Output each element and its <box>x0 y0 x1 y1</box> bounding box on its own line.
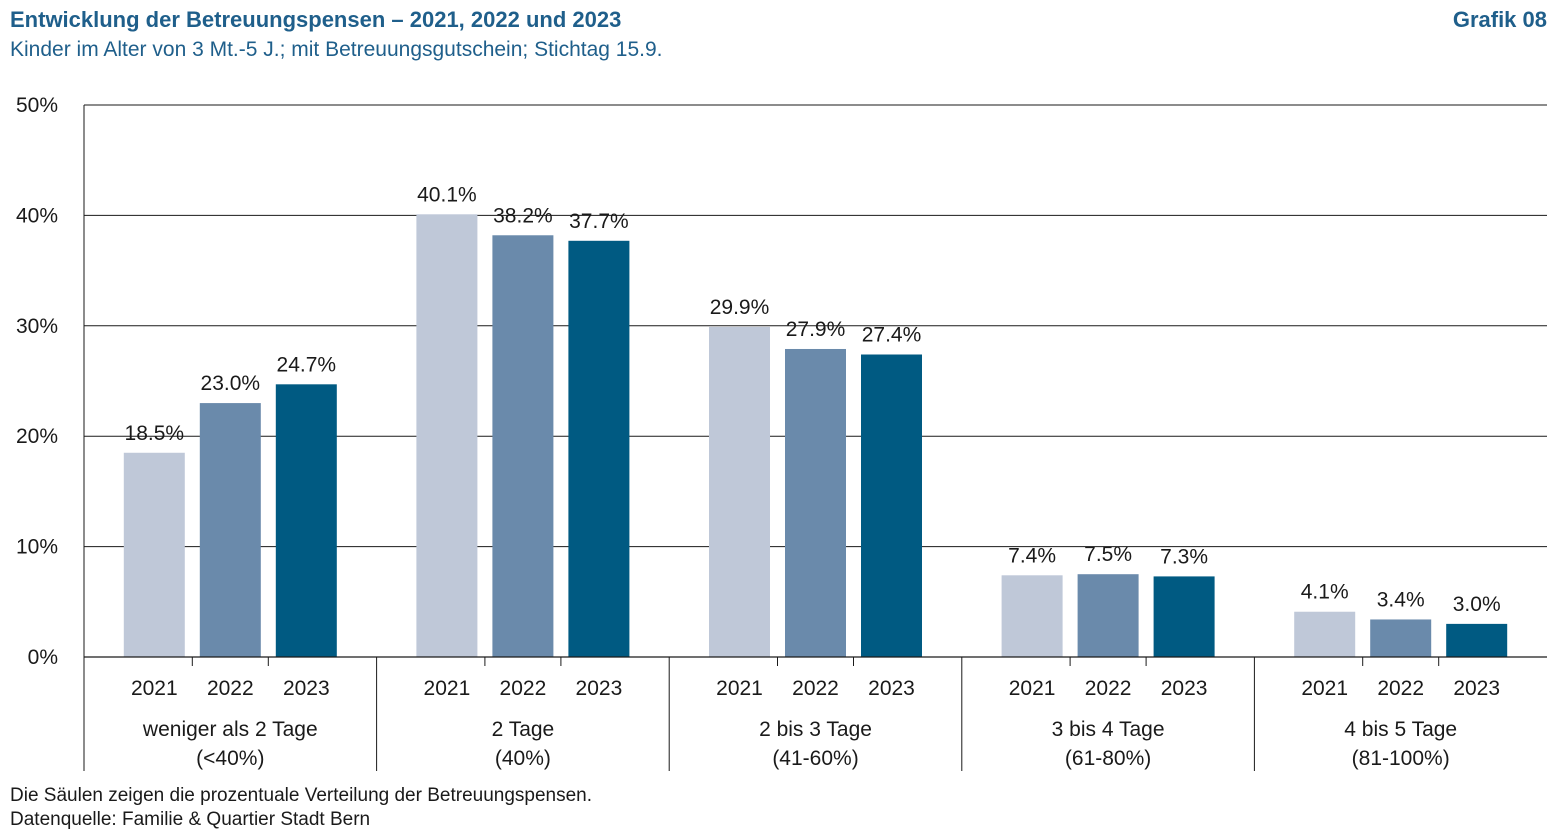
x-year-label: 2023 <box>1453 677 1500 700</box>
data-label: 7.3% <box>1160 545 1208 568</box>
x-category-sublabel: (81-100%) <box>1352 747 1450 770</box>
bar <box>1153 576 1215 657</box>
bar <box>1001 575 1063 657</box>
bar <box>1370 619 1432 657</box>
x-category-label: 3 bis 4 Tage <box>1052 718 1165 741</box>
data-label: 4.1% <box>1301 581 1349 604</box>
y-tick-label: 10% <box>16 536 58 559</box>
bar <box>1294 611 1356 657</box>
x-year-label: 2022 <box>792 677 839 700</box>
x-category-sublabel: (41-60%) <box>772 747 858 770</box>
x-year-label: 2021 <box>1301 677 1348 700</box>
x-year-label: 2023 <box>868 677 915 700</box>
data-label: 27.4% <box>862 324 922 347</box>
x-category-sublabel: (40%) <box>495 747 551 770</box>
x-category-label: 2 Tage <box>492 718 555 741</box>
bar <box>785 348 846 657</box>
bar <box>1077 574 1139 657</box>
data-label: 7.4% <box>1008 544 1056 567</box>
y-tick-label: 0% <box>28 646 58 669</box>
chart-subtitle: Kinder im Alter von 3 Mt.-5 J.; mit Betr… <box>10 38 663 61</box>
y-tick-label: 40% <box>16 204 58 227</box>
x-year-label: 2022 <box>1377 677 1424 700</box>
x-category-label: 4 bis 5 Tage <box>1344 718 1457 741</box>
bar <box>709 326 770 657</box>
x-year-label: 2021 <box>424 677 471 700</box>
x-category-label: weniger als 2 Tage <box>142 718 318 741</box>
data-label: 23.0% <box>201 372 261 395</box>
data-label: 3.4% <box>1377 588 1425 611</box>
x-year-label: 2021 <box>131 677 178 700</box>
data-label: 40.1% <box>417 183 477 206</box>
x-year-label: 2022 <box>500 677 547 700</box>
x-category-label: 2 bis 3 Tage <box>759 718 872 741</box>
y-tick-label: 30% <box>16 315 58 338</box>
data-label: 29.9% <box>710 296 770 319</box>
chart-title: Entwicklung der Betreuungspensen – 2021,… <box>10 7 622 32</box>
x-year-label: 2023 <box>1161 677 1208 700</box>
data-label: 24.7% <box>277 353 337 376</box>
chart-note: Die Säulen zeigen die prozentuale Vertei… <box>10 785 593 806</box>
x-year-label: 2023 <box>576 677 623 700</box>
x-year-label: 2022 <box>207 677 254 700</box>
x-year-label: 2021 <box>1009 677 1056 700</box>
bar <box>275 384 337 657</box>
bar <box>568 240 630 658</box>
bar <box>123 452 185 657</box>
bar <box>199 403 261 657</box>
x-category-sublabel: (61-80%) <box>1065 747 1151 770</box>
bar <box>492 235 554 657</box>
y-tick-label: 50% <box>16 94 58 117</box>
data-label: 18.5% <box>125 422 185 445</box>
data-label: 37.7% <box>569 210 629 233</box>
x-year-label: 2021 <box>716 677 763 700</box>
x-year-label: 2023 <box>283 677 330 700</box>
x-category-sublabel: (<40%) <box>196 747 264 770</box>
data-label: 3.0% <box>1453 593 1501 616</box>
y-tick-label: 20% <box>16 425 58 448</box>
data-label: 7.5% <box>1084 543 1132 566</box>
data-label: 38.2% <box>493 204 553 227</box>
figure-label: Grafik 08 <box>1452 7 1547 32</box>
data-source: Datenquelle: Familie & Quartier Stadt Be… <box>10 809 371 830</box>
bar <box>416 214 478 657</box>
data-label: 27.9% <box>786 318 846 341</box>
bar <box>861 354 922 657</box>
x-year-label: 2022 <box>1085 677 1132 700</box>
bar <box>1446 623 1508 657</box>
